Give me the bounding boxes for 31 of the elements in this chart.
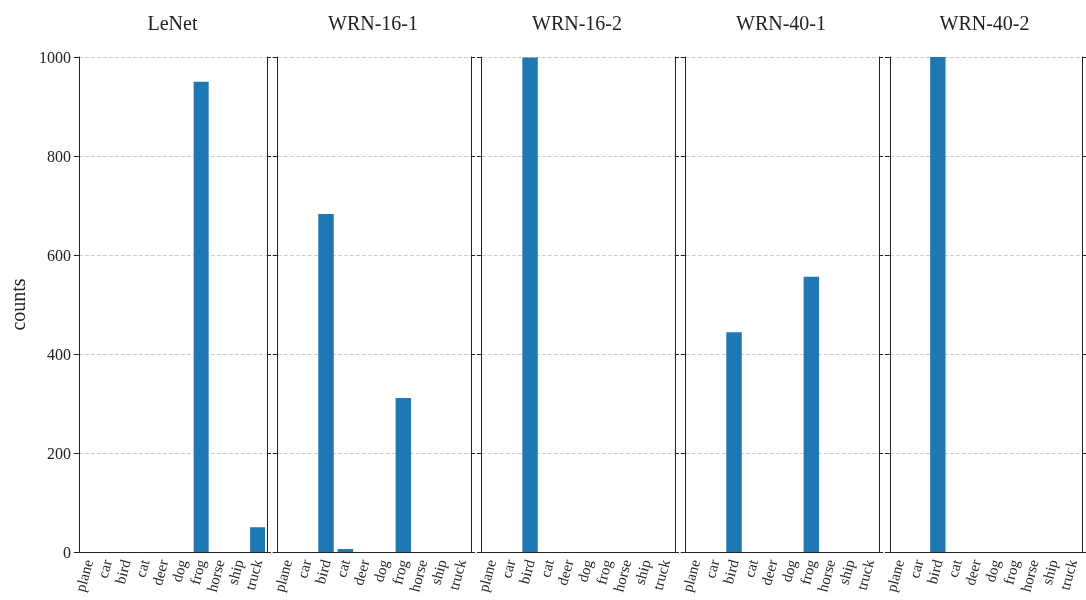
x-tick-label: ship [835, 557, 858, 587]
x-tick-label: plane [271, 557, 296, 594]
x-tick-label: bird [720, 557, 742, 586]
x-tick-label: plane [475, 557, 500, 594]
x-tick-label: ship [427, 557, 450, 587]
chart-title: WRN-16-2 [532, 12, 622, 34]
y-tick-label: 0 [62, 543, 71, 561]
y-tick-label: 400 [46, 345, 71, 363]
x-tick-label: dog [370, 557, 392, 584]
x-tick-label: plane [72, 557, 97, 594]
x-tick-label: bird [516, 557, 538, 586]
x-tick-label: ship [631, 557, 654, 587]
chart-title: WRN-40-2 [939, 12, 1030, 34]
x-tick-label: plane [679, 557, 704, 594]
x-tick-label: bird [312, 557, 334, 586]
y-tick-label: 800 [46, 147, 71, 165]
x-tick-label: ship [224, 557, 247, 587]
x-tick-label: car [498, 557, 519, 580]
x-tick-label: dog [574, 557, 596, 584]
y-axis-title: counts [7, 278, 29, 331]
x-tick-label: ship [1038, 557, 1061, 587]
y-tick-label: 600 [46, 246, 71, 264]
x-tick-label: car [702, 557, 723, 580]
x-tick-label: plane [883, 557, 908, 594]
chart-title: WRN-40-1 [736, 12, 826, 34]
y-tick-label: 200 [46, 444, 71, 462]
x-tick-label: car [294, 557, 315, 580]
chart-title: LeNet [147, 12, 198, 34]
y-tick-label: 1000 [38, 48, 71, 66]
chart-title: WRN-16-1 [328, 12, 418, 34]
x-tick-label: dog [778, 557, 800, 584]
